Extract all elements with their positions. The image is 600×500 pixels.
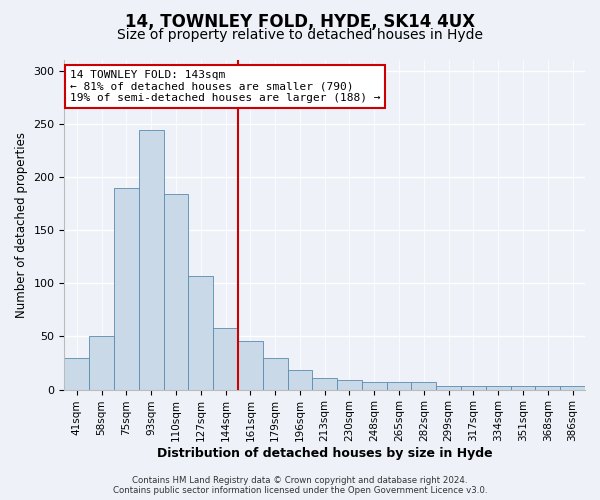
- Bar: [511, 386, 535, 390]
- Y-axis label: Number of detached properties: Number of detached properties: [15, 132, 28, 318]
- Bar: [461, 386, 486, 390]
- Bar: [64, 358, 89, 390]
- Bar: [164, 194, 188, 390]
- Bar: [386, 382, 412, 390]
- Bar: [238, 340, 263, 390]
- X-axis label: Distribution of detached houses by size in Hyde: Distribution of detached houses by size …: [157, 447, 493, 460]
- Bar: [436, 386, 461, 390]
- Bar: [337, 380, 362, 390]
- Text: 14 TOWNLEY FOLD: 143sqm
← 81% of detached houses are smaller (790)
19% of semi-d: 14 TOWNLEY FOLD: 143sqm ← 81% of detache…: [70, 70, 380, 103]
- Text: Size of property relative to detached houses in Hyde: Size of property relative to detached ho…: [117, 28, 483, 42]
- Bar: [139, 130, 164, 390]
- Bar: [188, 276, 213, 390]
- Text: 14, TOWNLEY FOLD, HYDE, SK14 4UX: 14, TOWNLEY FOLD, HYDE, SK14 4UX: [125, 12, 475, 30]
- Bar: [263, 358, 287, 390]
- Text: Contains HM Land Registry data © Crown copyright and database right 2024.
Contai: Contains HM Land Registry data © Crown c…: [113, 476, 487, 495]
- Bar: [213, 328, 238, 390]
- Bar: [313, 378, 337, 390]
- Bar: [114, 188, 139, 390]
- Bar: [287, 370, 313, 390]
- Bar: [535, 386, 560, 390]
- Bar: [486, 386, 511, 390]
- Bar: [560, 386, 585, 390]
- Bar: [362, 382, 386, 390]
- Bar: [412, 382, 436, 390]
- Bar: [89, 336, 114, 390]
